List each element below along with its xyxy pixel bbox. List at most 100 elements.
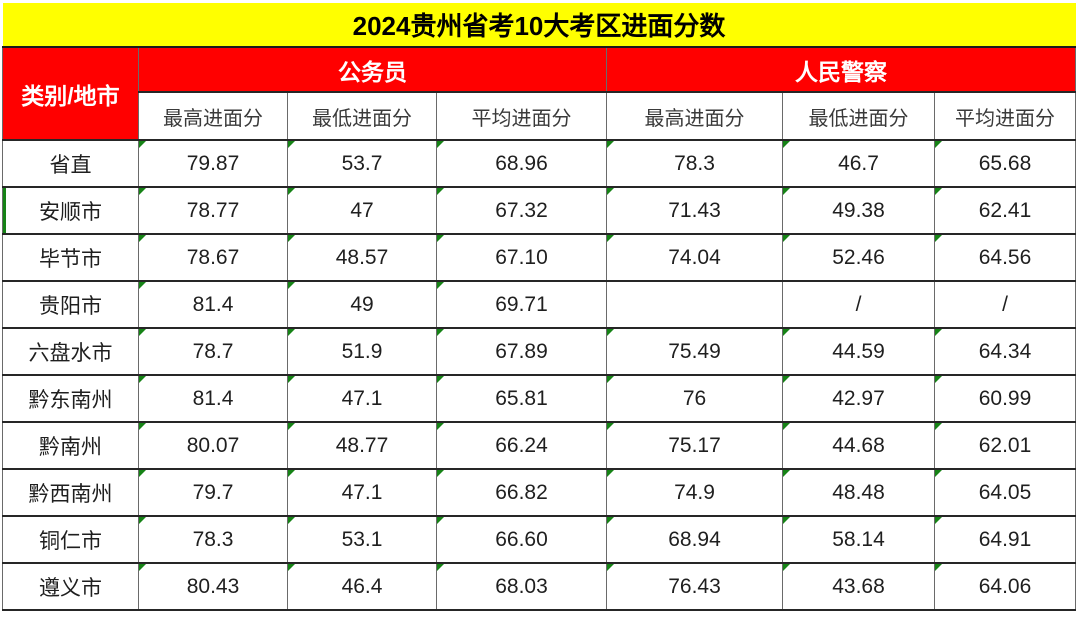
score-cell: 64.34: [933, 327, 1077, 376]
green-corner-flag-icon: [935, 471, 942, 477]
green-corner-flag-icon: [935, 518, 942, 524]
score-table-container: 2024贵州省考10大考区进面分数 类别/地市 公务员 人民警察 最高进面分 最…: [2, 3, 1077, 611]
table-row: 毕节市 78.67 48.57 67.10 74.04 52.46 64.56: [2, 233, 1077, 282]
score-cell: 81.4: [138, 374, 288, 423]
score-cell: 79.87: [138, 139, 288, 188]
green-corner-flag-icon: [437, 189, 444, 195]
group-header-police: 人民警察: [605, 46, 1077, 93]
green-corner-flag-icon: [139, 283, 146, 289]
table-row: 省直 79.87 53.7 68.96 78.3 46.7 65.68: [2, 139, 1077, 188]
score-cell: 53.7: [287, 139, 437, 188]
green-corner-flag-icon: [437, 283, 444, 289]
score-cell: 52.46: [782, 233, 935, 282]
score-cell: 64.56: [933, 233, 1077, 282]
score-cell: 43.68: [782, 562, 935, 611]
green-corner-flag-icon: [935, 377, 942, 383]
score-cell: 66.24: [436, 421, 607, 470]
subheader-avg-police: 平均进面分: [933, 91, 1077, 141]
subheader-min-police: 最低进面分: [782, 91, 935, 141]
green-corner-flag-icon: [607, 236, 614, 242]
score-cell: 74.9: [606, 468, 783, 517]
green-corner-flag-icon: [288, 518, 295, 524]
score-cell: 78.3: [138, 515, 288, 564]
green-corner-flag-icon: [607, 330, 614, 336]
green-corner-flag-icon: [935, 565, 942, 571]
score-cell: 71.43: [606, 186, 783, 235]
score-cell: 47.1: [287, 374, 437, 423]
score-cell: 60.99: [933, 374, 1077, 423]
green-corner-flag-icon: [783, 565, 790, 571]
score-cell: 67.10: [436, 233, 607, 282]
score-cell: 46.7: [782, 139, 935, 188]
green-corner-flag-icon: [607, 424, 614, 430]
green-corner-flag-icon: [288, 142, 295, 148]
score-cell: 48.48: [782, 468, 935, 517]
green-corner-flag-icon: [783, 330, 790, 336]
group-header-row: 类别/地市 公务员 人民警察: [2, 46, 1077, 141]
region-cell: 六盘水市: [2, 327, 139, 376]
score-cell: 66.60: [436, 515, 607, 564]
score-cell: 80.07: [138, 421, 288, 470]
table-row: 铜仁市 78.3 53.1 66.60 68.94 58.14 64.91: [2, 515, 1077, 564]
title-row: 2024贵州省考10大考区进面分数: [2, 3, 1076, 48]
green-corner-flag-icon: [783, 471, 790, 477]
subheader-max-civil: 最高进面分: [138, 91, 288, 141]
table-row: 六盘水市 78.7 51.9 67.89 75.49 44.59 64.34: [2, 327, 1077, 376]
green-corner-flag-icon: [437, 565, 444, 571]
green-corner-flag-icon: [935, 236, 942, 242]
subheader-max-police: 最高进面分: [606, 91, 783, 141]
score-cell: 67.89: [436, 327, 607, 376]
green-corner-flag-icon: [437, 236, 444, 242]
green-corner-flag-icon: [607, 565, 614, 571]
green-corner-flag-icon: [783, 189, 790, 195]
score-cell: 47: [287, 186, 437, 235]
green-corner-flag-icon: [288, 330, 295, 336]
score-cell: 62.01: [933, 421, 1077, 470]
green-corner-flag-icon: [288, 283, 295, 289]
score-cell: 66.82: [436, 468, 607, 517]
score-cell: 69.71: [436, 280, 607, 329]
score-cell: 48.57: [287, 233, 437, 282]
green-corner-flag-icon: [935, 424, 942, 430]
score-cell: 47.1: [287, 468, 437, 517]
score-cell: 44.59: [782, 327, 935, 376]
region-cell: 黔西南州: [2, 468, 139, 517]
score-cell: 58.14: [782, 515, 935, 564]
subheader-row: 最高进面分 最低进面分 平均进面分 最高进面分 最低进面分 平均进面分: [3, 91, 1077, 141]
score-cell: [606, 280, 783, 329]
green-corner-flag-icon: [288, 189, 295, 195]
score-cell: /: [933, 280, 1077, 329]
table-row: 安顺市 78.77 47 67.32 71.43 49.38 62.41: [2, 186, 1077, 235]
region-cell: 铜仁市: [2, 515, 139, 564]
table-row: 遵义市 80.43 46.4 68.03 76.43 43.68 64.06: [2, 562, 1077, 611]
green-corner-flag-icon: [783, 377, 790, 383]
score-cell: 51.9: [287, 327, 437, 376]
score-cell: 67.32: [436, 186, 607, 235]
score-cell: 74.04: [606, 233, 783, 282]
region-cell: 安顺市: [2, 186, 139, 235]
score-cell: 78.7: [138, 327, 288, 376]
table-data-body: 省直 79.87 53.7 68.96 78.3 46.7 65.68 安顺市 78.77 47 6…: [2, 139, 1077, 611]
green-corner-flag-icon: [139, 189, 146, 195]
score-cell: 80.43: [138, 562, 288, 611]
green-corner-flag-icon: [935, 330, 942, 336]
region-cell: 贵阳市: [2, 280, 139, 329]
score-cell: 65.81: [436, 374, 607, 423]
green-corner-flag-icon: [607, 142, 614, 148]
green-corner-flag-icon: [935, 142, 942, 148]
score-cell: 78.77: [138, 186, 288, 235]
green-corner-flag-icon: [288, 424, 295, 430]
green-corner-flag-icon: [437, 471, 444, 477]
score-cell: 68.03: [436, 562, 607, 611]
green-corner-flag-icon: [288, 471, 295, 477]
score-table: 2024贵州省考10大考区进面分数 类别/地市 公务员 人民警察 最高进面分 最…: [2, 3, 1077, 611]
score-cell: 49: [287, 280, 437, 329]
green-corner-flag-icon: [437, 330, 444, 336]
subheader-avg-civil: 平均进面分: [436, 91, 607, 141]
group-header-civil-servant: 公务员: [138, 46, 607, 93]
green-corner-flag-icon: [783, 424, 790, 430]
score-cell: 65.68: [933, 139, 1077, 188]
green-corner-flag-icon: [607, 189, 614, 195]
score-cell: 78.3: [606, 139, 783, 188]
